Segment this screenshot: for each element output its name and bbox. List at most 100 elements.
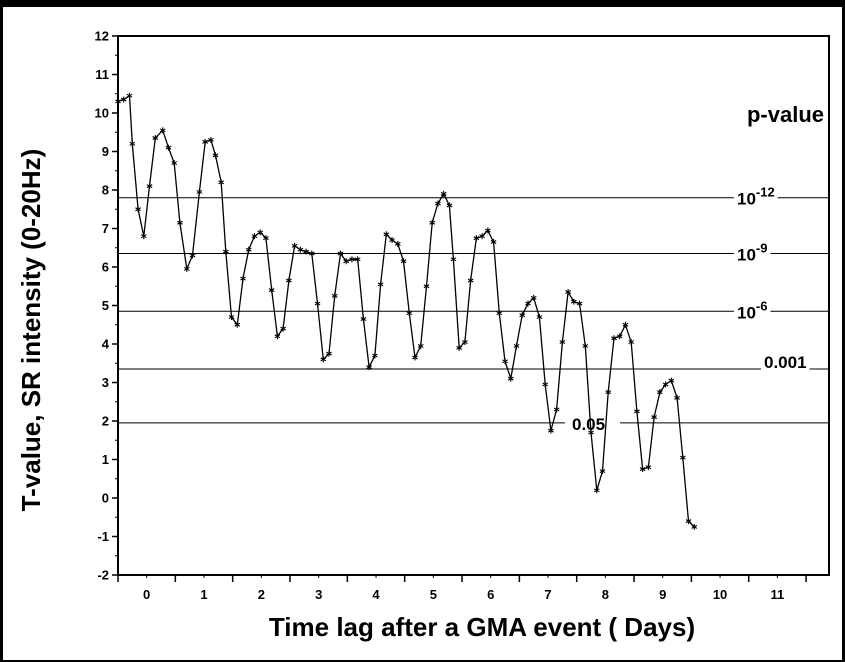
- data-point-marker: [628, 339, 635, 346]
- data-point-marker: [245, 246, 252, 253]
- data-point-marker: [202, 138, 209, 145]
- data-point-marker: [208, 136, 214, 143]
- data-point-marker: [634, 408, 640, 415]
- threshold-label-bg: [734, 239, 771, 266]
- data-point-marker: [440, 190, 447, 197]
- data-point-marker: [542, 381, 549, 388]
- threshold-label-bg: [734, 183, 778, 210]
- data-point-marker: [496, 310, 503, 317]
- data-point-marker: [222, 248, 229, 255]
- y-tick-label: 8: [102, 183, 109, 198]
- data-point-marker: [622, 321, 629, 328]
- threshold-label-bg: [569, 413, 609, 435]
- data-point-marker: [268, 287, 275, 294]
- data-point-marker: [274, 333, 281, 340]
- data-point-marker: [588, 429, 594, 436]
- y-tick-label: 11: [95, 67, 109, 82]
- x-tick-label: 4: [372, 587, 380, 602]
- data-point-marker: [484, 227, 491, 234]
- data-point-marker: [507, 375, 514, 382]
- data-point-marker: [360, 315, 367, 322]
- y-tick-label: 0: [102, 491, 109, 506]
- data-point-marker: [479, 233, 485, 240]
- data-point-marker: [331, 292, 338, 299]
- data-point-marker: [383, 231, 390, 238]
- data-point-marker: [140, 233, 147, 240]
- data-point-marker: [263, 235, 269, 242]
- data-point-marker: [679, 454, 686, 461]
- y-tick-label: 12: [95, 29, 109, 44]
- y-tick-label: -1: [97, 529, 109, 544]
- data-point-marker: [354, 256, 361, 263]
- data-point-marker: [183, 265, 190, 272]
- data-point-marker: [611, 335, 617, 342]
- data-point-marker: [314, 300, 321, 307]
- data-point-marker: [656, 389, 663, 396]
- data-point-marker: [406, 310, 413, 317]
- data-point-marker: [450, 256, 457, 263]
- data-point-marker: [582, 342, 589, 349]
- data-point-marker: [548, 427, 554, 434]
- data-point-marker: [177, 219, 183, 226]
- data-point-marker: [570, 298, 577, 305]
- p-value-title: p-value: [747, 102, 824, 127]
- data-point-marker: [400, 258, 407, 265]
- data-point-marker: [473, 235, 480, 242]
- data-point-marker: [212, 152, 219, 159]
- data-point-marker: [349, 256, 355, 263]
- data-point-marker: [326, 350, 332, 357]
- data-point-marker: [366, 364, 373, 371]
- x-tick-label: 1: [200, 587, 207, 602]
- data-point-marker: [530, 294, 537, 301]
- data-point-marker: [303, 248, 309, 255]
- x-tick-label: 0: [143, 587, 150, 602]
- data-point-marker: [120, 96, 127, 103]
- data-point-marker: [645, 464, 652, 471]
- data-point-marker: [135, 206, 141, 213]
- data-point-marker: [519, 312, 526, 319]
- data-point-marker: [308, 250, 315, 257]
- data-point-marker: [593, 487, 600, 494]
- data-point-marker: [146, 183, 153, 190]
- data-point-marker: [371, 352, 378, 359]
- data-point-marker: [423, 283, 430, 290]
- data-point-marker: [291, 242, 298, 249]
- x-tick-label: 6: [487, 587, 494, 602]
- data-point-marker: [394, 240, 401, 247]
- data-point-marker: [417, 342, 424, 349]
- series-line: [117, 94, 695, 528]
- plot-area-border: [117, 35, 830, 576]
- data-point-marker: [285, 277, 292, 284]
- threshold-label-bg: [734, 297, 771, 324]
- data-point-marker: [467, 277, 474, 284]
- data-point-marker: [171, 160, 178, 167]
- x-tick-label: 11: [771, 587, 785, 602]
- x-tick-label: 2: [258, 587, 265, 602]
- x-tick-label: 10: [713, 587, 727, 602]
- threshold-label: 0.05: [572, 415, 605, 434]
- data-point-marker: [377, 281, 384, 288]
- x-tick-label: 9: [659, 587, 666, 602]
- data-point-marker: [576, 300, 583, 307]
- data-point-marker: [502, 358, 508, 365]
- y-tick-label: 9: [102, 144, 109, 159]
- series-layer: [115, 92, 698, 530]
- data-point-marker: [490, 238, 497, 245]
- data-point-marker: [668, 377, 675, 384]
- x-axis-label: Time lag after a GMA event ( Days): [269, 612, 695, 642]
- data-point-marker: [513, 342, 520, 349]
- data-point-marker: [152, 135, 159, 142]
- threshold-label: 10-6: [737, 298, 767, 322]
- data-point-marker: [691, 523, 698, 530]
- threshold-label-bg: [761, 352, 810, 374]
- y-tick-label: 10: [95, 106, 109, 121]
- data-point-marker: [639, 466, 646, 473]
- data-point-marker: [536, 314, 543, 321]
- data-point-marker: [565, 289, 571, 296]
- data-point-marker: [605, 389, 612, 396]
- x-tick-label: 3: [315, 587, 322, 602]
- data-point-marker: [189, 252, 196, 259]
